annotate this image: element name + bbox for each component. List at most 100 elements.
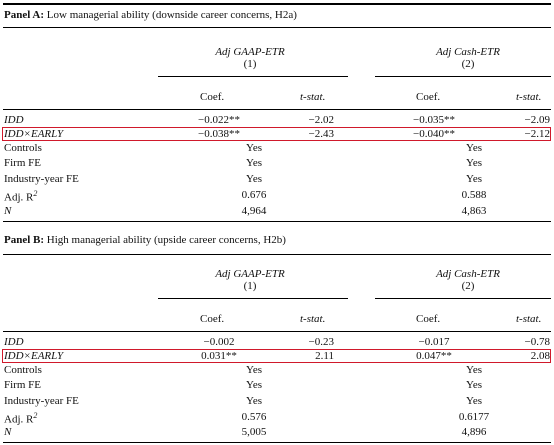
value-cash: Yes [465, 364, 482, 376]
panel-b-row-idd-early: IDD×EARLY 0.031** 2.11 0.047** 2.08 [4, 350, 552, 364]
panel-a-top-rule [3, 3, 551, 5]
coef-cash: −0.035** [413, 114, 455, 126]
panel-b-label: Panel B: [4, 234, 45, 246]
value-gaap: 4,964 [241, 205, 267, 217]
panel-b-col2-header: Adj Cash-ETR [436, 268, 500, 280]
value-cash: 0.6177 [458, 411, 490, 423]
value-cash: 4,863 [461, 205, 487, 217]
panel-b-bottom-rule [3, 442, 551, 443]
row-label: Controls [4, 142, 42, 154]
panel-b-coef-header-2: Coef. [416, 313, 441, 325]
value-cash: 0.588 [461, 189, 487, 201]
panel-b-col2-number: (2) [461, 280, 475, 292]
superscript: 2 [33, 189, 38, 198]
value-gaap: Yes [245, 364, 262, 376]
value-cash: Yes [465, 157, 482, 169]
panel-b-row-firm-fe: Firm FE Yes Yes [4, 379, 552, 393]
tstat-cash: −0.78 [524, 336, 550, 348]
value-cash: Yes [465, 395, 482, 407]
panel-b-row-idd: IDD −0.002 −0.23 −0.017 −0.78 [4, 336, 552, 350]
panel-a-row-controls: Controls Yes Yes [4, 142, 552, 156]
panel-a-tstat-header-2: t-stat. [516, 91, 542, 103]
value-gaap: Yes [245, 157, 262, 169]
panel-b-row-controls: Controls Yes Yes [4, 364, 552, 378]
coef-gaap: −0.022** [198, 114, 240, 126]
panel-a-header-rule [3, 109, 551, 110]
coef-cash: 0.047** [416, 350, 452, 362]
panel-a-coef-header-2: Coef. [416, 91, 441, 103]
tstat-cash: −2.12 [524, 128, 550, 140]
coef-cash: −0.017 [418, 336, 450, 348]
value-cash: Yes [465, 142, 482, 154]
panel-b-row-industry-year-fe: Industry-year FE Yes Yes [4, 395, 552, 409]
value-cash: Yes [465, 173, 482, 185]
panel-a-row-adj-r2: Adj. R2 0.676 0.588 [4, 189, 552, 204]
tstat-cash: −2.09 [524, 114, 550, 126]
row-label: IDD [4, 114, 24, 126]
panel-b-col2-span-line [375, 298, 551, 299]
panel-b-row-adj-r2: Adj. R2 0.576 0.6177 [4, 411, 552, 426]
panel-b-row-n: N 5,005 4,896 [4, 426, 552, 440]
panel-b-highlight-box [2, 349, 551, 363]
panel-b-tstat-header-1: t-stat. [300, 313, 326, 325]
panel-b-title-rule [3, 254, 551, 255]
panel-a-title: Panel A: Low managerial ability (downsid… [4, 9, 297, 21]
panel-a-title-rule [3, 27, 551, 28]
row-label: Firm FE [4, 157, 41, 169]
panel-b-header-rule [3, 331, 551, 332]
panel-a-col2-number: (2) [461, 58, 475, 70]
row-label: Adj. R2 [4, 189, 37, 204]
value-cash: 4,896 [461, 426, 487, 438]
panel-a-row-n: N 4,964 4,863 [4, 205, 552, 219]
value-cash: Yes [465, 379, 482, 391]
panel-b-coef-header-1: Coef. [200, 313, 225, 325]
value-gaap: Yes [245, 395, 262, 407]
panel-b-col1-header: Adj GAAP-ETR [215, 268, 285, 280]
row-label: Industry-year FE [4, 395, 79, 407]
row-label: Adj. R2 [4, 411, 37, 426]
panel-a-col1-number: (1) [243, 58, 257, 70]
panel-a-highlight-box [2, 127, 551, 141]
tstat-gaap: 2.11 [315, 350, 334, 362]
value-gaap: Yes [245, 379, 262, 391]
panel-a-col1-span-line [158, 76, 348, 77]
adj-r-text: Adj. R [4, 413, 34, 426]
row-label: N [4, 205, 12, 217]
panel-a-col2-span-line [375, 76, 551, 77]
panel-a-tstat-header-1: t-stat. [300, 91, 326, 103]
value-gaap: 0.676 [241, 189, 267, 201]
panel-b-title: Panel B: High managerial ability (upside… [4, 234, 286, 246]
panel-a-bottom-rule [3, 221, 551, 222]
panel-a-col2-header: Adj Cash-ETR [436, 46, 500, 58]
coef-gaap: −0.002 [203, 336, 235, 348]
panel-a-row-idd-early: IDD×EARLY −0.038** −2.43 −0.040** −2.12 [4, 128, 552, 142]
panel-a-description: Low managerial ability (downside career … [46, 9, 297, 21]
tstat-cash: 2.08 [530, 350, 550, 362]
row-label: N [4, 426, 12, 438]
superscript: 2 [33, 411, 38, 420]
value-gaap: Yes [245, 142, 262, 154]
panel-b-tstat-header-2: t-stat. [516, 313, 542, 325]
tstat-gaap: −0.23 [308, 336, 334, 348]
panel-a-col1-header: Adj GAAP-ETR [215, 46, 285, 58]
panel-b-col1-span-line [158, 298, 348, 299]
row-label: Industry-year FE [4, 173, 79, 185]
value-gaap: Yes [245, 173, 262, 185]
tstat-gaap: −2.02 [308, 114, 334, 126]
row-label: IDD×EARLY [4, 350, 64, 362]
adj-r-text: Adj. R [4, 191, 34, 204]
panel-a-row-industry-year-fe: Industry-year FE Yes Yes [4, 173, 552, 187]
coef-gaap: −0.038** [198, 128, 240, 140]
panel-a-row-idd: IDD −0.022** −2.02 −0.035** −2.09 [4, 114, 552, 128]
coef-cash: −0.040** [413, 128, 455, 140]
panel-b-description: High managerial ability (upside career c… [46, 234, 286, 246]
panel-a-label: Panel A: [4, 9, 45, 21]
panel-a-row-firm-fe: Firm FE Yes Yes [4, 157, 552, 171]
row-label: IDD [4, 336, 24, 348]
tstat-gaap: −2.43 [308, 128, 334, 140]
value-gaap: 5,005 [241, 426, 267, 438]
row-label: IDD×EARLY [4, 128, 64, 140]
panel-a-coef-header-1: Coef. [200, 91, 225, 103]
coef-gaap: 0.031** [201, 350, 237, 362]
panel-b-col1-number: (1) [243, 280, 257, 292]
